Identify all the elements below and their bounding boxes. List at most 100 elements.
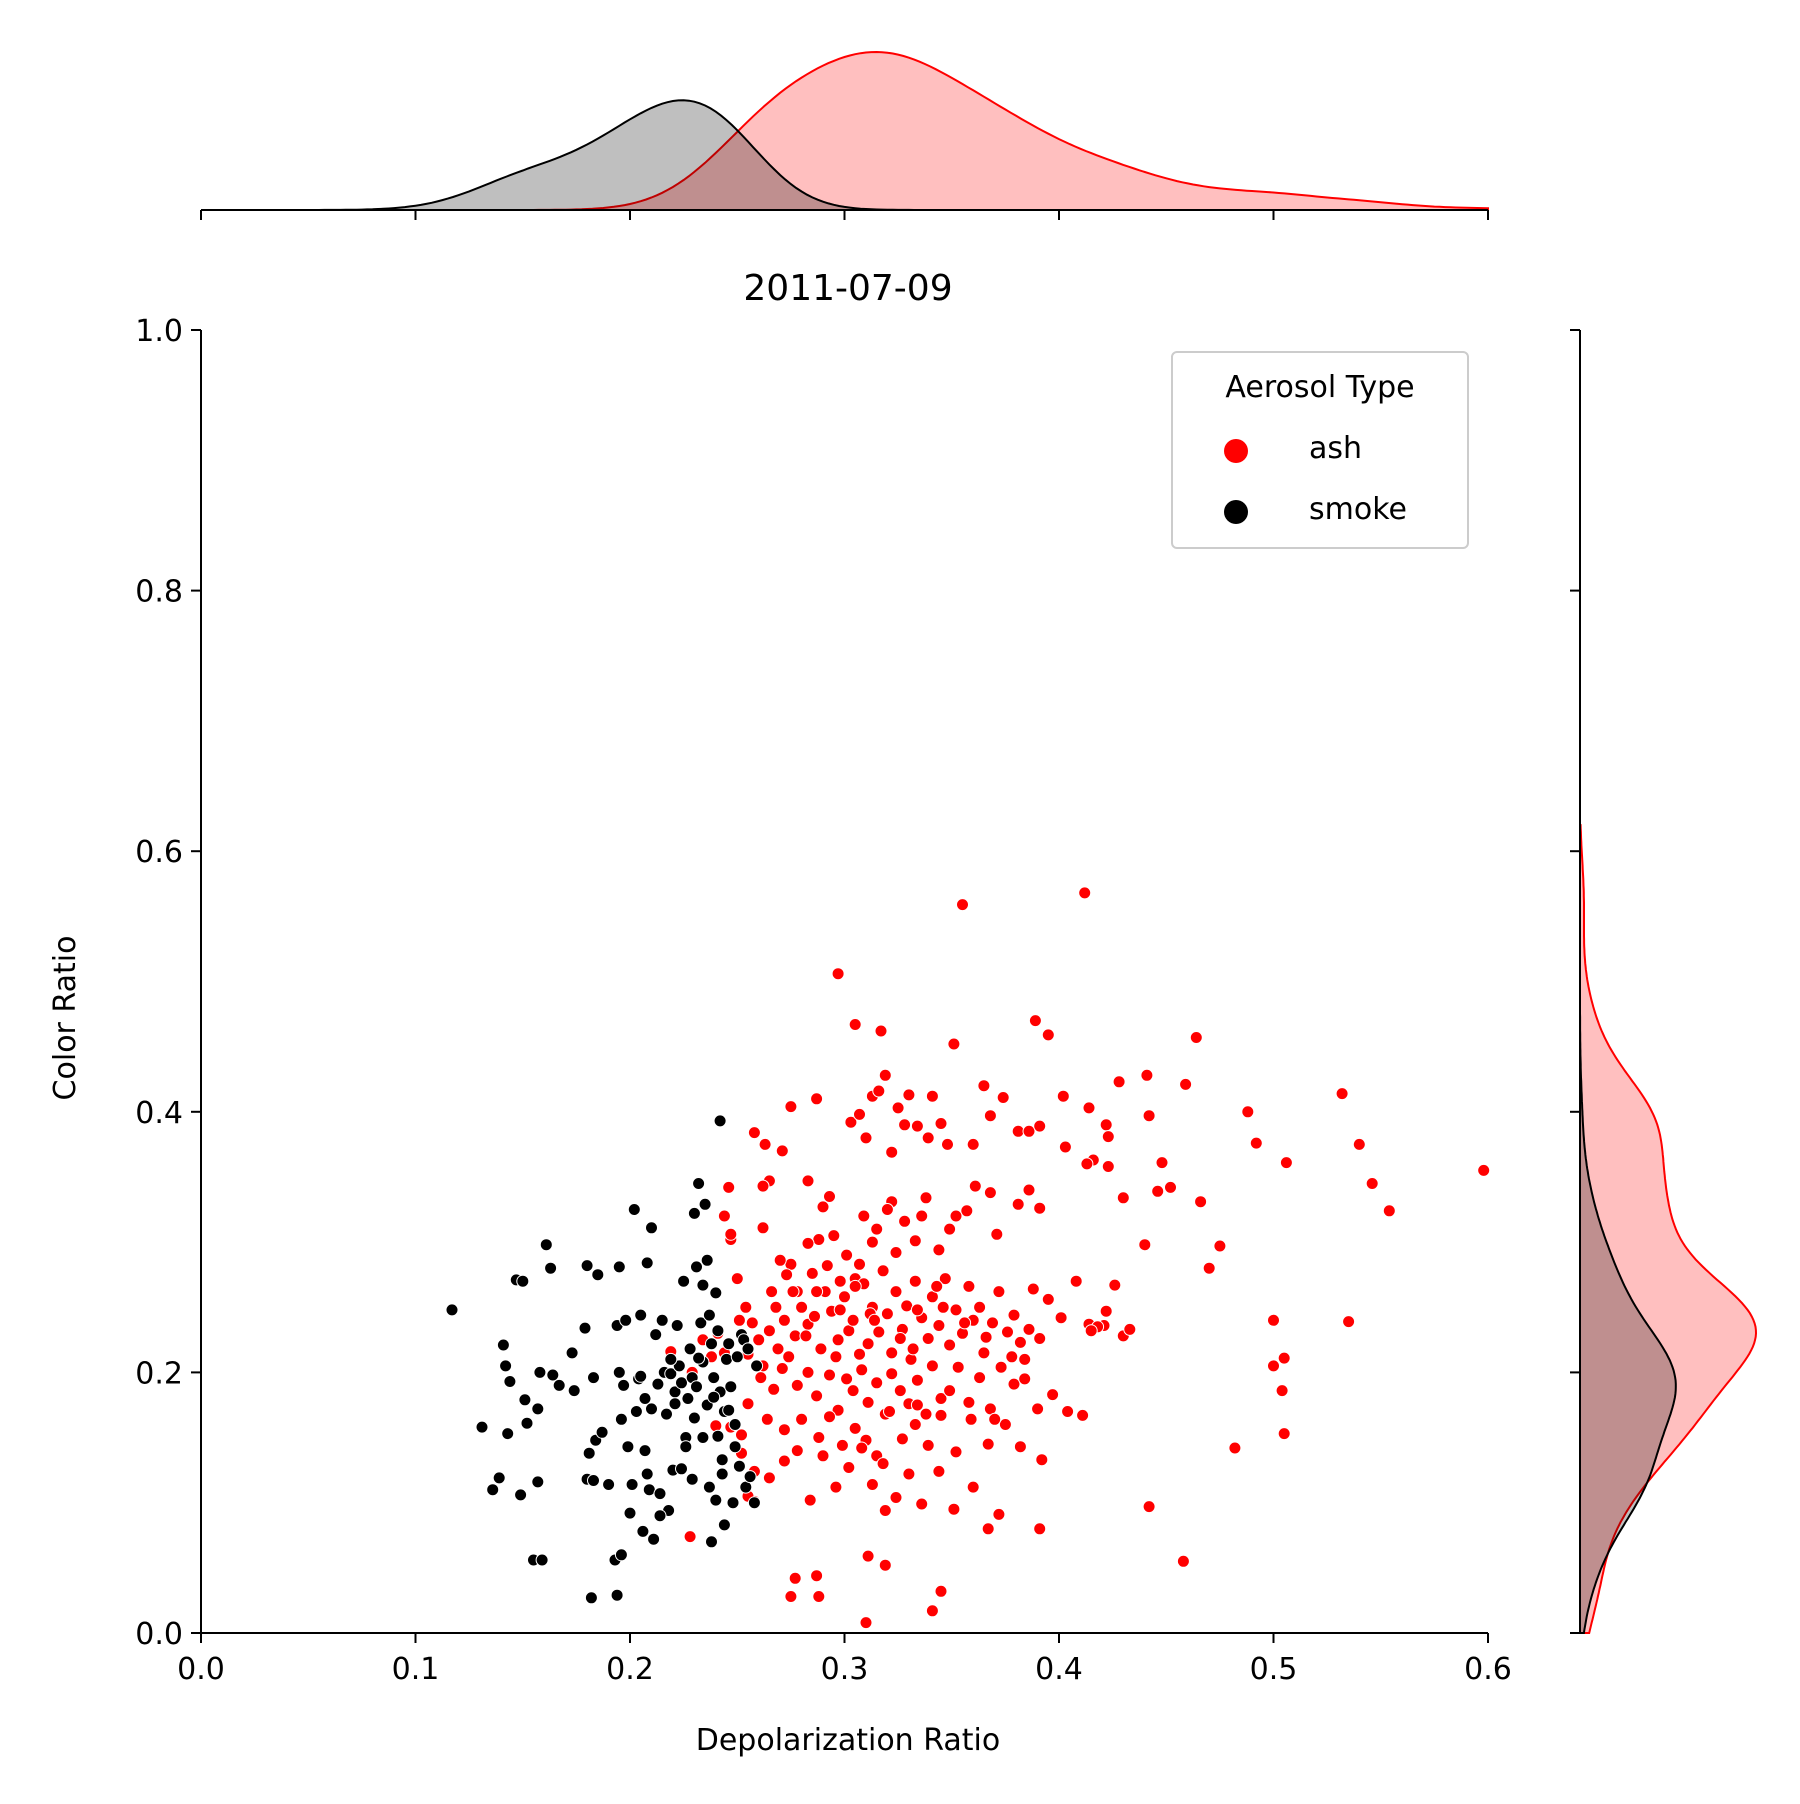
data-point-ash — [925, 1604, 939, 1618]
data-point-smoke — [642, 1483, 656, 1497]
data-point-ash — [947, 1037, 961, 1051]
data-point-smoke — [496, 1338, 510, 1352]
data-point-ash — [908, 1274, 922, 1288]
data-point-ash — [790, 1378, 804, 1392]
data-point-ash — [782, 1350, 796, 1364]
data-point-ash — [771, 1342, 785, 1356]
data-point-ash — [910, 1119, 924, 1133]
data-point-smoke — [715, 1467, 729, 1481]
data-point-ash — [1213, 1239, 1227, 1253]
data-point-ash — [855, 1441, 869, 1455]
data-point-smoke — [690, 1380, 703, 1394]
data-point-ash — [932, 1319, 946, 1332]
data-point-smoke — [627, 1203, 641, 1216]
x-tick-label: 0.5 — [1250, 1652, 1298, 1687]
data-point-ash — [981, 1437, 995, 1451]
data-point-ash — [943, 1222, 957, 1236]
data-point-ash — [1202, 1261, 1216, 1275]
data-point-ash — [724, 1227, 738, 1241]
data-point-ash — [747, 1126, 761, 1140]
data-point-ash — [925, 1359, 939, 1373]
data-point-smoke — [705, 1535, 718, 1549]
data-point-ash — [1099, 1118, 1113, 1132]
data-point-ash — [878, 1504, 892, 1517]
data-point-smoke — [614, 1548, 628, 1562]
data-point-ash — [943, 1384, 957, 1398]
data-point-smoke — [728, 1418, 742, 1431]
data-point-smoke — [711, 1429, 725, 1443]
data-point-smoke — [687, 1411, 701, 1425]
data-point-ash — [853, 1347, 866, 1361]
data-point-smoke — [638, 1444, 652, 1458]
data-point-smoke — [612, 1365, 626, 1379]
legend-title: Aerosol Type — [1225, 370, 1414, 405]
data-point-ash — [962, 1395, 976, 1409]
data-point-ash — [977, 1346, 991, 1360]
data-point-ash — [1041, 1028, 1055, 1042]
legend-box — [1171, 351, 1469, 549]
data-point-ash — [872, 1325, 886, 1339]
data-point-ash — [844, 1115, 858, 1129]
data-point-smoke — [514, 1488, 528, 1502]
data-point-smoke — [709, 1286, 723, 1300]
data-point-ash — [930, 1279, 944, 1293]
data-point-smoke — [726, 1496, 740, 1510]
data-point-ash — [831, 967, 845, 981]
data-point-smoke — [520, 1416, 534, 1430]
data-point-smoke — [681, 1392, 695, 1405]
data-point-ash — [812, 1233, 826, 1246]
data-point-ash — [683, 1530, 697, 1544]
right-marginal-kde — [1579, 824, 1758, 1634]
data-point-smoke — [621, 1440, 635, 1454]
legend-marker-ash — [1224, 439, 1248, 463]
x-tick-label: 0.0 — [177, 1652, 225, 1687]
data-point-smoke — [623, 1506, 637, 1520]
data-point-ash — [833, 1303, 847, 1317]
data-point-ash — [865, 1478, 879, 1491]
y-tick-label: 0.2 — [135, 1356, 183, 1391]
data-point-smoke — [728, 1440, 742, 1454]
data-point-ash — [861, 1549, 875, 1563]
data-point-ash — [868, 1313, 881, 1327]
data-point-ash — [872, 1084, 886, 1098]
data-point-ash — [1477, 1163, 1491, 1177]
data-point-ash — [1054, 1311, 1068, 1325]
data-point-ash — [1277, 1427, 1291, 1441]
data-point-ash — [906, 1342, 920, 1356]
data-point-ash — [840, 1248, 854, 1262]
data-point-smoke — [629, 1405, 643, 1418]
data-point-ash — [1155, 1156, 1169, 1170]
data-point-ash — [932, 1243, 946, 1257]
data-point-ash — [1022, 1322, 1036, 1336]
data-point-smoke — [638, 1392, 652, 1405]
data-point-ash — [739, 1300, 753, 1314]
data-point-ash — [919, 1407, 933, 1421]
x-tick-label: 0.2 — [606, 1652, 654, 1687]
data-point-smoke — [565, 1346, 579, 1360]
data-point-ash — [801, 1236, 815, 1250]
data-point-ash — [1279, 1156, 1293, 1170]
data-point-ash — [810, 1092, 824, 1106]
data-point-ash — [878, 1558, 892, 1572]
data-point-smoke — [501, 1427, 515, 1441]
data-point-smoke — [668, 1397, 682, 1411]
data-point-ash — [981, 1522, 995, 1536]
data-point-ash — [891, 1101, 905, 1115]
data-point-ash — [765, 1285, 779, 1299]
data-point-ash — [941, 1137, 954, 1151]
data-point-ash — [1123, 1322, 1137, 1336]
data-point-smoke — [724, 1380, 738, 1394]
data-point-ash — [998, 1418, 1012, 1431]
data-point-ash — [956, 898, 969, 912]
data-point-ash — [908, 1234, 922, 1248]
data-point-ash — [1013, 1440, 1027, 1454]
data-point-smoke — [535, 1553, 549, 1567]
data-point-ash — [865, 1235, 879, 1249]
data-point-smoke — [732, 1459, 746, 1473]
data-point-ash — [784, 1590, 798, 1603]
x-tick-label: 0.4 — [1035, 1652, 1083, 1687]
top-kde-ash — [201, 50, 1489, 211]
data-point-smoke — [672, 1359, 686, 1373]
x-axis-label: Depolarization Ratio — [696, 1723, 1001, 1758]
data-point-ash — [769, 1300, 783, 1314]
